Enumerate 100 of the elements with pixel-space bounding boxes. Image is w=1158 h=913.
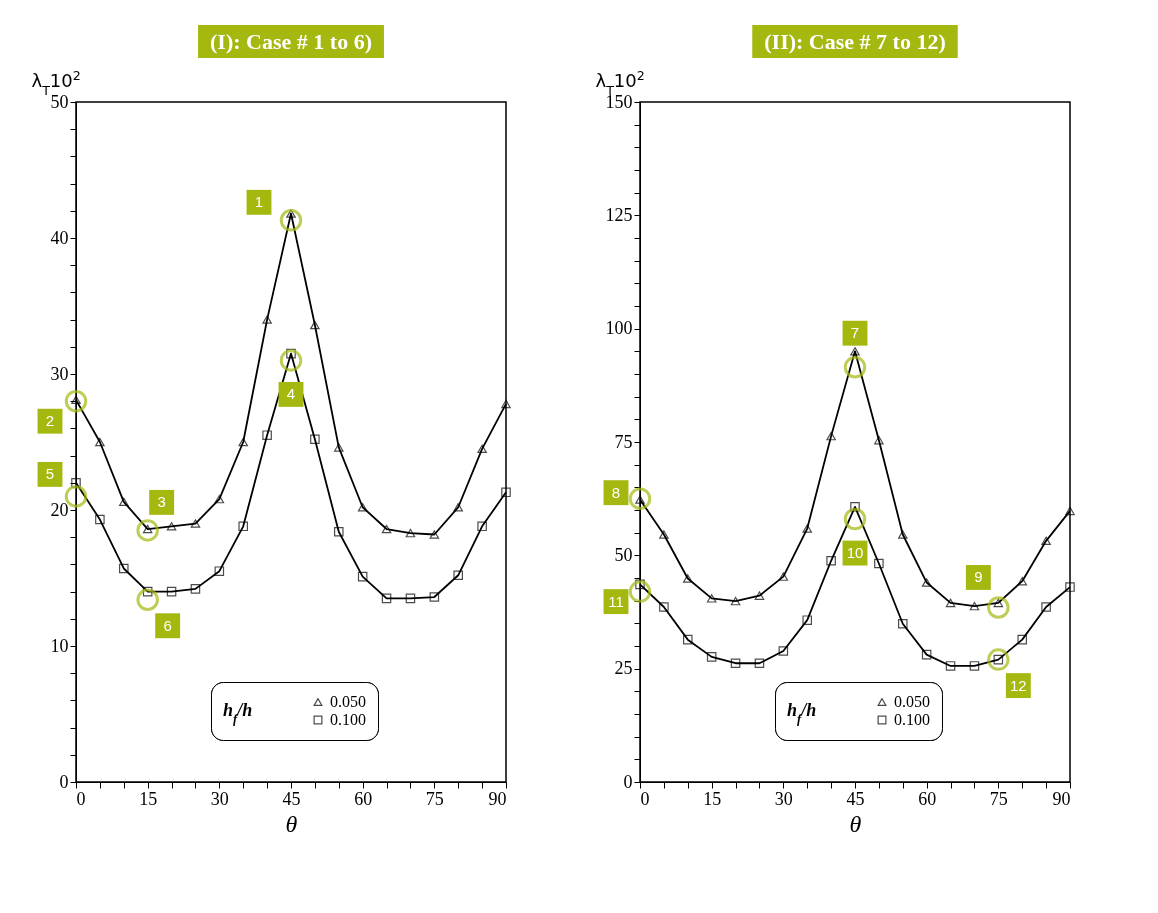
point	[286, 348, 296, 359]
point	[238, 521, 249, 532]
point	[682, 634, 693, 645]
legend-label: 0.050	[894, 693, 930, 710]
point	[190, 584, 201, 594]
chart-title: (II): Case # 7 to 12)	[764, 29, 946, 54]
y-tick-label: 10	[50, 635, 69, 656]
point	[501, 399, 511, 409]
y-tick-label: 75	[614, 431, 633, 452]
point	[118, 497, 129, 507]
legend-label: 0.100	[330, 711, 366, 728]
x-tick-label: 60	[918, 788, 937, 809]
x-tick-label: 75	[425, 788, 444, 809]
point	[1041, 536, 1051, 546]
point	[754, 658, 765, 669]
point	[214, 494, 225, 504]
point	[897, 530, 908, 539]
y-tick-label: 0	[59, 771, 69, 792]
point	[1065, 582, 1075, 592]
point	[826, 431, 836, 441]
annotation: 12	[1009, 676, 1027, 694]
point	[381, 593, 392, 604]
point	[659, 530, 669, 539]
point	[850, 502, 860, 512]
point	[802, 615, 813, 625]
point	[921, 649, 932, 660]
point	[802, 524, 813, 533]
x-tick-label: 30	[210, 788, 229, 809]
point	[214, 566, 225, 576]
point	[429, 592, 440, 602]
legend-title: h$_{f}$/h	[787, 700, 817, 726]
point	[706, 594, 717, 603]
x-axis-title: θ	[285, 810, 298, 837]
point	[969, 601, 980, 611]
x-tick-label: 60	[354, 788, 373, 809]
y-tick-label: 30	[50, 363, 69, 384]
point	[381, 524, 392, 534]
point	[897, 619, 908, 629]
point	[1017, 576, 1028, 586]
point	[95, 437, 105, 447]
point	[706, 652, 717, 662]
point	[405, 593, 416, 604]
point	[501, 487, 511, 498]
point	[874, 558, 884, 569]
point	[310, 434, 320, 445]
x-tick-label: 90	[1052, 788, 1071, 809]
point	[1041, 602, 1051, 612]
annotation: 6	[163, 616, 172, 634]
y-tick-label: 50	[614, 544, 633, 565]
x-tick-label: 0	[76, 788, 86, 809]
point	[945, 598, 956, 608]
x-tick-label: 45	[846, 788, 865, 809]
y-tick-label: 20	[50, 499, 69, 520]
x-tick-label: 75	[989, 788, 1008, 809]
y-tick-label: 50	[50, 91, 69, 112]
point	[850, 347, 860, 356]
point	[333, 526, 344, 537]
annotation: 11	[608, 592, 624, 610]
point	[921, 578, 932, 587]
point	[166, 586, 177, 597]
x-tick-label: 30	[774, 788, 793, 809]
point	[477, 444, 487, 454]
annotation: 5	[45, 465, 55, 483]
y-tick-label: 40	[50, 227, 69, 248]
point	[429, 530, 440, 539]
point	[357, 571, 368, 582]
point	[190, 519, 201, 528]
point	[477, 521, 487, 532]
point	[95, 514, 105, 525]
point	[1065, 506, 1075, 516]
point	[357, 503, 368, 512]
y-tick-label: 0	[623, 771, 633, 792]
annotation: 1	[254, 193, 264, 211]
point	[730, 596, 741, 606]
point	[945, 661, 956, 671]
y-tick-label: 100	[605, 318, 633, 339]
annotation: 9	[974, 568, 983, 586]
y-tick-label: 125	[605, 204, 633, 225]
point	[118, 563, 129, 574]
point	[262, 430, 272, 440]
x-axis-title: θ	[849, 810, 862, 837]
point	[754, 591, 765, 600]
x-tick-label: 0	[640, 788, 650, 809]
x-tick-label: 15	[139, 788, 158, 809]
chart-title: (I): Case # 1 to 6)	[210, 29, 372, 54]
point	[682, 574, 693, 583]
annotation: 2	[45, 412, 55, 430]
x-tick-label: 45	[282, 788, 301, 809]
point	[778, 572, 789, 581]
annotation: 8	[611, 483, 621, 501]
point	[969, 661, 980, 671]
annotation: 7	[850, 324, 860, 342]
legend-label: 0.100	[894, 711, 930, 728]
point	[142, 586, 153, 597]
point	[453, 570, 464, 581]
point	[333, 443, 344, 452]
legend-label: 0.050	[330, 693, 366, 710]
point	[166, 522, 177, 531]
point	[262, 315, 272, 324]
point	[310, 320, 320, 330]
